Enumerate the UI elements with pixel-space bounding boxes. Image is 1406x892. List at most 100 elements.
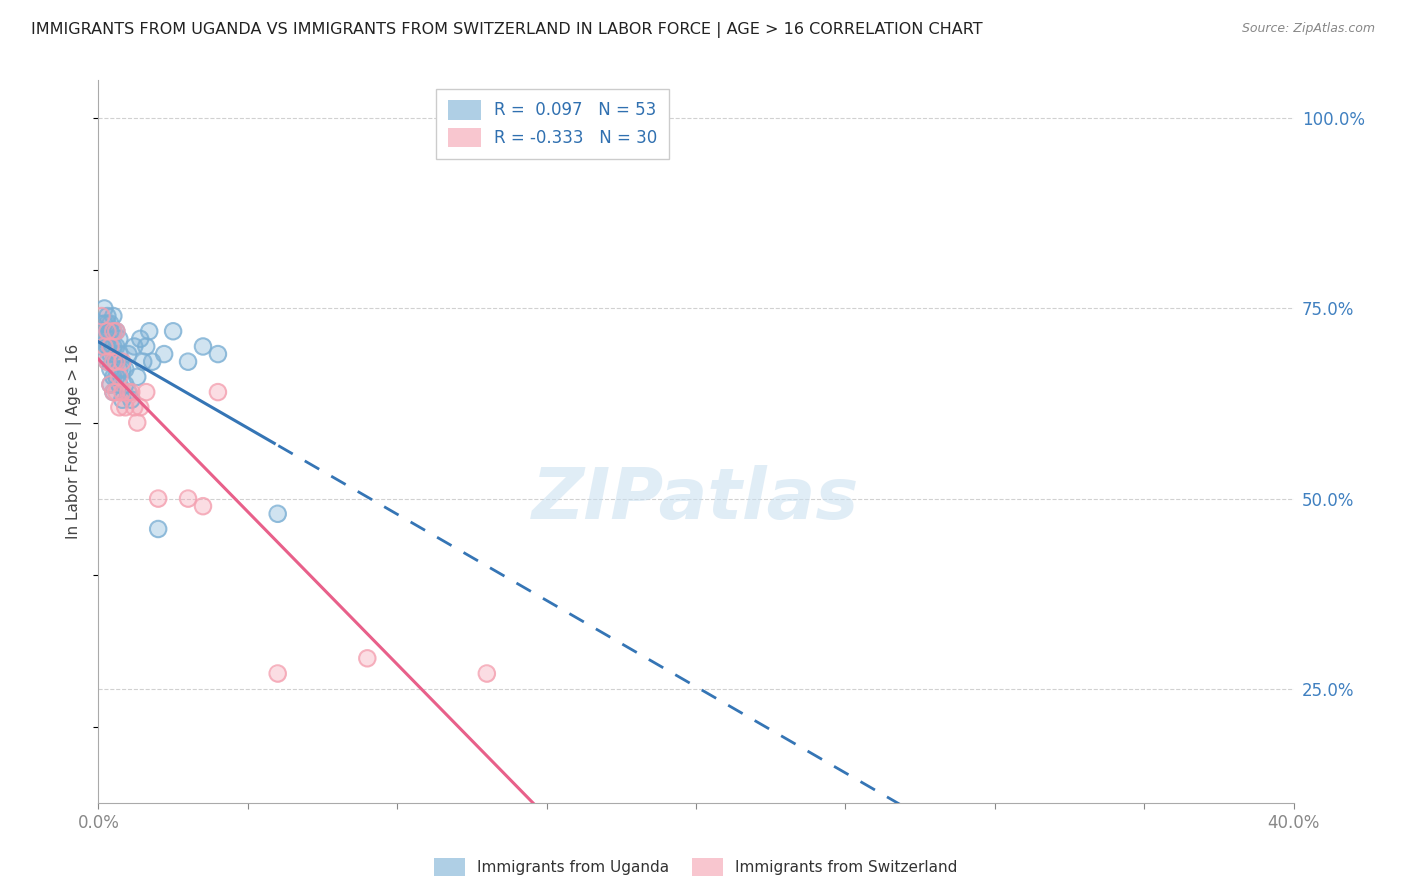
Point	[93, 301, 115, 316]
Point	[103, 354, 125, 368]
Point	[93, 339, 115, 353]
Point	[120, 385, 142, 400]
Point	[135, 385, 157, 400]
Point	[141, 354, 163, 368]
Point	[356, 651, 378, 665]
Point	[124, 339, 146, 353]
Point	[90, 339, 112, 353]
Point	[111, 392, 134, 407]
Point	[96, 309, 118, 323]
Point	[127, 370, 149, 384]
Point	[98, 324, 122, 338]
Point	[98, 317, 122, 331]
Point	[132, 354, 155, 368]
Point	[108, 370, 131, 384]
Point	[93, 347, 115, 361]
Point	[93, 301, 115, 316]
Point	[207, 385, 229, 400]
Point	[93, 339, 115, 353]
Point	[138, 324, 160, 338]
Point	[105, 324, 128, 338]
Point	[103, 324, 125, 338]
Point	[105, 385, 128, 400]
Point	[98, 377, 122, 392]
Point	[207, 347, 229, 361]
Point	[105, 324, 128, 338]
Point	[103, 385, 125, 400]
Point	[105, 354, 128, 368]
Point	[96, 354, 118, 368]
Point	[111, 354, 134, 368]
Point	[98, 362, 122, 376]
Point	[96, 324, 118, 338]
Point	[93, 332, 115, 346]
Point	[120, 392, 142, 407]
Point	[114, 401, 136, 415]
Point	[90, 309, 112, 323]
Point	[111, 392, 134, 407]
Point	[103, 309, 125, 323]
Point	[111, 385, 134, 400]
Point	[93, 317, 115, 331]
Point	[148, 522, 170, 536]
Point	[111, 362, 134, 376]
Point	[105, 324, 128, 338]
Point	[114, 377, 136, 392]
Point	[103, 339, 125, 353]
Point	[103, 324, 125, 338]
Point	[114, 362, 136, 376]
Legend: Immigrants from Uganda, Immigrants from Switzerland: Immigrants from Uganda, Immigrants from …	[429, 852, 963, 882]
Point	[96, 332, 118, 346]
Point	[96, 324, 118, 338]
Point	[105, 370, 128, 384]
Point	[103, 385, 125, 400]
Point	[103, 324, 125, 338]
Point	[96, 354, 118, 368]
Point	[267, 666, 290, 681]
Point	[103, 354, 125, 368]
Point	[267, 507, 290, 521]
Point	[141, 354, 163, 368]
Point	[177, 491, 200, 506]
Point	[105, 339, 128, 353]
Point	[148, 491, 170, 506]
Point	[105, 370, 128, 384]
Point	[105, 339, 128, 353]
Point	[96, 354, 118, 368]
Point	[98, 347, 122, 361]
Point	[207, 385, 229, 400]
Point	[108, 377, 131, 392]
Point	[127, 416, 149, 430]
Point	[162, 324, 184, 338]
Point	[475, 666, 498, 681]
Point	[114, 377, 136, 392]
Point	[108, 401, 131, 415]
Point	[129, 332, 152, 346]
Point	[96, 324, 118, 338]
Point	[124, 401, 146, 415]
Point	[103, 370, 125, 384]
Point	[148, 522, 170, 536]
Point	[96, 324, 118, 338]
Point	[108, 347, 131, 361]
Point	[356, 651, 378, 665]
Point	[96, 339, 118, 353]
Point	[103, 385, 125, 400]
Point	[111, 354, 134, 368]
Point	[129, 401, 152, 415]
Point	[98, 339, 122, 353]
Point	[108, 362, 131, 376]
Point	[177, 491, 200, 506]
Point	[111, 385, 134, 400]
Point	[103, 354, 125, 368]
Point	[153, 347, 176, 361]
Point	[98, 377, 122, 392]
Point	[117, 385, 139, 400]
Point	[135, 339, 157, 353]
Point	[108, 377, 131, 392]
Point	[108, 347, 131, 361]
Point	[153, 347, 176, 361]
Text: Source: ZipAtlas.com: Source: ZipAtlas.com	[1241, 22, 1375, 36]
Point	[103, 309, 125, 323]
Point	[105, 354, 128, 368]
